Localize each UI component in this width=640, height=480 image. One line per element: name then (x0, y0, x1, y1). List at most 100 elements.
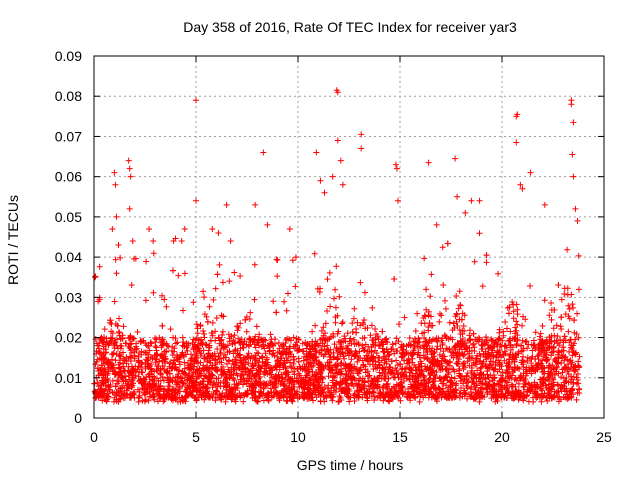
data-point (274, 273, 281, 280)
data-point (517, 181, 524, 188)
data-point (335, 328, 342, 335)
data-point (252, 361, 259, 368)
data-point (320, 324, 327, 331)
data-point (561, 379, 568, 386)
data-point (336, 293, 343, 300)
data-point (140, 337, 147, 344)
data-point (449, 365, 456, 372)
data-point (135, 373, 142, 380)
data-point (572, 363, 579, 370)
data-point (507, 328, 514, 335)
data-point (209, 225, 216, 232)
data-point (102, 371, 109, 378)
data-point (370, 337, 377, 344)
data-point (116, 351, 123, 358)
data-point (186, 370, 193, 377)
data-point (519, 357, 526, 364)
data-point (343, 344, 350, 351)
data-point (532, 355, 539, 362)
data-point (487, 358, 494, 365)
data-point (170, 360, 176, 367)
data-point (144, 357, 151, 364)
data-point (452, 313, 459, 320)
data-point (254, 349, 261, 356)
data-point (237, 320, 244, 327)
data-point (206, 303, 213, 310)
data-point (566, 315, 573, 322)
data-point (509, 354, 516, 361)
data-point (441, 297, 448, 304)
data-point (309, 362, 316, 369)
data-point (229, 393, 236, 400)
data-point (322, 363, 329, 370)
data-point (416, 364, 423, 371)
data-point (439, 362, 446, 369)
data-point (330, 393, 337, 400)
data-point (112, 181, 119, 188)
data-point (406, 335, 413, 342)
x-tick-label: 5 (192, 429, 200, 445)
data-point (356, 368, 363, 375)
data-point (483, 252, 490, 259)
data-point (551, 307, 558, 314)
data-point (203, 385, 210, 392)
data-point (252, 333, 259, 340)
data-point (539, 357, 546, 364)
data-point (160, 398, 167, 405)
data-point (262, 350, 269, 357)
data-point (192, 344, 199, 351)
data-point (456, 394, 463, 401)
data-point (226, 374, 233, 381)
data-point (179, 307, 186, 314)
data-point (383, 336, 390, 343)
data-point (121, 395, 128, 402)
data-point (453, 360, 460, 367)
data-point (174, 398, 181, 405)
data-point (427, 388, 434, 395)
data-point (318, 336, 325, 343)
data-point (560, 383, 567, 390)
data-point (515, 380, 522, 387)
data-point (214, 388, 221, 395)
data-point (400, 346, 407, 353)
data-point (318, 327, 325, 334)
data-point (545, 364, 552, 371)
data-point (109, 360, 116, 367)
data-point (415, 374, 422, 381)
data-point (157, 352, 164, 359)
data-point (364, 368, 371, 375)
data-point (252, 344, 259, 351)
data-point (350, 392, 357, 399)
data-point (389, 341, 396, 348)
data-point (172, 391, 179, 398)
data-point (407, 366, 414, 373)
data-point (128, 282, 135, 289)
data-point (570, 119, 577, 126)
data-point (163, 303, 170, 310)
data-point (250, 389, 257, 396)
data-point (376, 362, 383, 369)
data-point (95, 372, 102, 379)
data-point (356, 367, 363, 374)
data-point (95, 383, 102, 390)
data-point (379, 384, 386, 391)
data-point (290, 368, 297, 375)
data-point (224, 383, 231, 390)
axes-layer: 0 5 10 15 20 25 0 0.01 0.02 0.03 0.04 0.05 0.06 0.07 0… (55, 48, 612, 445)
data-point (443, 335, 450, 342)
data-point (263, 356, 270, 363)
data-point (339, 378, 346, 385)
data-point (342, 375, 349, 382)
data-point (381, 394, 388, 401)
data-point (232, 386, 239, 393)
data-point (245, 343, 252, 350)
data-point (493, 393, 500, 400)
data-point (165, 390, 172, 397)
data-point (361, 334, 368, 341)
data-point (129, 380, 136, 387)
data-point (361, 379, 368, 386)
data-point (423, 380, 430, 387)
data-point (460, 322, 467, 329)
data-point (330, 349, 337, 356)
data-point (236, 338, 243, 345)
